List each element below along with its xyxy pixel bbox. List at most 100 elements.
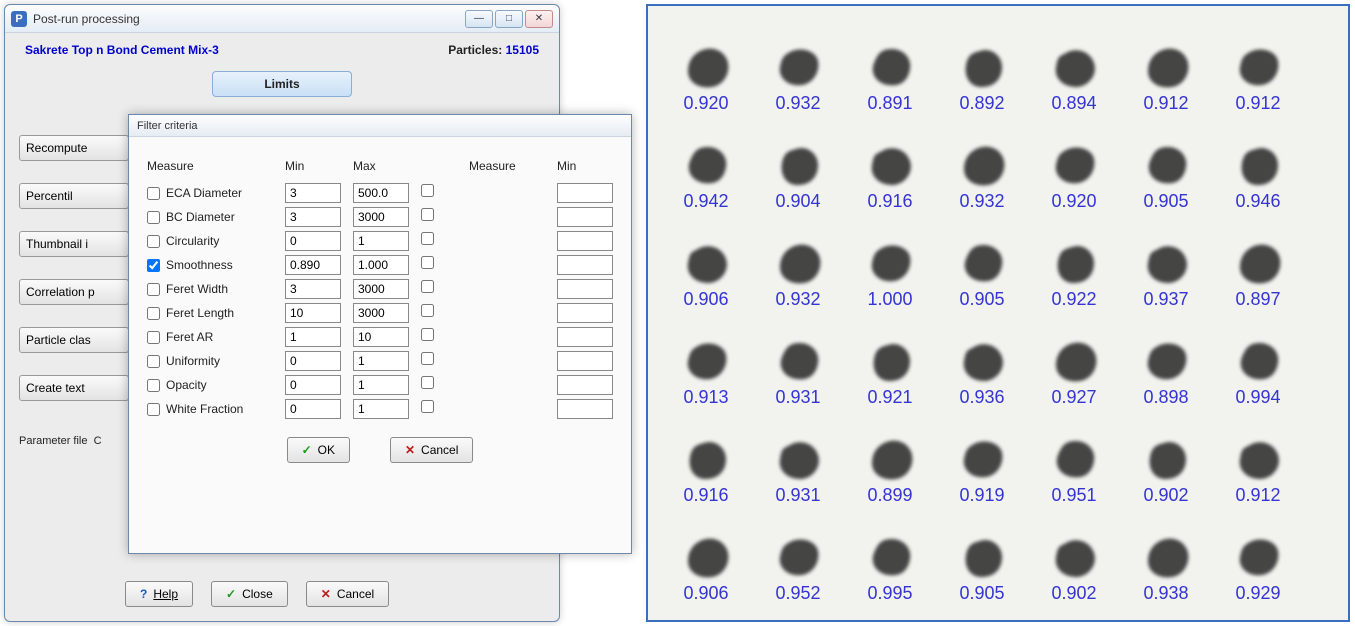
thumbnail-cell[interactable]: 0.931 xyxy=(752,310,844,408)
thumbnail-cell[interactable]: 0.906 xyxy=(660,212,752,310)
thumbnail-cell[interactable]: 0.897 xyxy=(1212,212,1304,310)
cancel-button[interactable]: Cancel xyxy=(306,581,389,607)
filter-measure-label[interactable]: Feret AR xyxy=(147,330,277,344)
side-button-3[interactable]: Correlation p xyxy=(19,279,129,305)
filter-checkbox-2[interactable] xyxy=(421,400,434,413)
filter-measure-label[interactable]: BC Diameter xyxy=(147,210,277,224)
filter-max-input[interactable] xyxy=(353,399,409,419)
close-window-button[interactable]: ✕ xyxy=(525,10,553,28)
filter-min2-input[interactable] xyxy=(557,183,613,203)
filter-max-input[interactable] xyxy=(353,207,409,227)
filter-checkbox-2[interactable] xyxy=(421,256,434,269)
filter-min2-input[interactable] xyxy=(557,303,613,323)
thumbnail-cell[interactable]: 0.898 xyxy=(1120,310,1212,408)
filter-max-input[interactable] xyxy=(353,351,409,371)
limits-button[interactable]: Limits xyxy=(212,71,352,97)
filter-checkbox-2[interactable] xyxy=(421,232,434,245)
thumbnail-cell[interactable]: 0.932 xyxy=(936,114,1028,212)
filter-min2-input[interactable] xyxy=(557,399,613,419)
filter-min2-input[interactable] xyxy=(557,207,613,227)
thumbnail-cell[interactable]: 0.931 xyxy=(752,408,844,506)
filter-checkbox[interactable] xyxy=(147,379,160,392)
help-button[interactable]: Help xyxy=(125,581,193,607)
filter-checkbox-2[interactable] xyxy=(421,304,434,317)
filter-min2-input[interactable] xyxy=(557,375,613,395)
thumbnail-cell[interactable]: 0.912 xyxy=(1120,16,1212,114)
filter-checkbox[interactable] xyxy=(147,355,160,368)
filter-checkbox-2[interactable] xyxy=(421,352,434,365)
thumbnail-cell[interactable]: 0.902 xyxy=(1028,506,1120,604)
side-button-5[interactable]: Create text xyxy=(19,375,129,401)
filter-min-input[interactable] xyxy=(285,351,341,371)
thumbnail-cell[interactable]: 0.904 xyxy=(752,114,844,212)
thumbnail-cell[interactable]: 0.951 xyxy=(1028,408,1120,506)
thumbnail-cell[interactable]: 0.912 xyxy=(1212,408,1304,506)
filter-min2-input[interactable] xyxy=(557,279,613,299)
side-button-4[interactable]: Particle clas xyxy=(19,327,129,353)
filter-measure-label[interactable]: Feret Length xyxy=(147,306,277,320)
filter-min2-input[interactable] xyxy=(557,255,613,275)
postrun-titlebar[interactable]: P Post-run processing — □ ✕ xyxy=(5,5,559,33)
filter-min-input[interactable] xyxy=(285,303,341,323)
thumbnail-cell[interactable]: 0.905 xyxy=(936,212,1028,310)
thumbnail-cell[interactable]: 0.902 xyxy=(1120,408,1212,506)
minimize-button[interactable]: — xyxy=(465,10,493,28)
filter-checkbox[interactable] xyxy=(147,283,160,296)
thumbnail-cell[interactable]: 0.932 xyxy=(752,16,844,114)
filter-max-input[interactable] xyxy=(353,327,409,347)
thumbnail-cell[interactable]: 0.916 xyxy=(660,408,752,506)
thumbnail-cell[interactable]: 0.937 xyxy=(1120,212,1212,310)
filter-checkbox[interactable] xyxy=(147,187,160,200)
filter-title[interactable]: Filter criteria xyxy=(129,115,631,137)
filter-measure-label[interactable]: Smoothness xyxy=(147,258,277,272)
filter-max-input[interactable] xyxy=(353,231,409,251)
thumbnail-cell[interactable]: 0.995 xyxy=(844,506,936,604)
filter-max-input[interactable] xyxy=(353,279,409,299)
filter-min2-input[interactable] xyxy=(557,327,613,347)
filter-checkbox-2[interactable] xyxy=(421,208,434,221)
filter-checkbox[interactable] xyxy=(147,235,160,248)
thumbnail-cell[interactable]: 0.936 xyxy=(936,310,1028,408)
thumbnail-cell[interactable]: 1.000 xyxy=(844,212,936,310)
filter-checkbox-2[interactable] xyxy=(421,184,434,197)
filter-checkbox-2[interactable] xyxy=(421,280,434,293)
filter-measure-label[interactable]: Opacity xyxy=(147,378,277,392)
thumbnail-cell[interactable]: 0.919 xyxy=(936,408,1028,506)
filter-cancel-button[interactable]: Cancel xyxy=(390,437,473,463)
thumbnail-cell[interactable]: 0.906 xyxy=(660,506,752,604)
filter-max-input[interactable] xyxy=(353,255,409,275)
filter-checkbox-2[interactable] xyxy=(421,328,434,341)
thumbnail-cell[interactable]: 0.905 xyxy=(936,506,1028,604)
thumbnail-cell[interactable]: 0.920 xyxy=(660,16,752,114)
ok-button[interactable]: OK xyxy=(287,437,350,463)
filter-max-input[interactable] xyxy=(353,375,409,395)
thumbnail-cell[interactable]: 0.916 xyxy=(844,114,936,212)
filter-checkbox[interactable] xyxy=(147,331,160,344)
thumbnail-cell[interactable]: 0.920 xyxy=(1028,114,1120,212)
thumbnail-cell[interactable]: 0.899 xyxy=(844,408,936,506)
filter-min-input[interactable] xyxy=(285,207,341,227)
filter-min-input[interactable] xyxy=(285,231,341,251)
thumbnail-cell[interactable]: 0.929 xyxy=(1212,506,1304,604)
thumbnail-cell[interactable]: 0.892 xyxy=(936,16,1028,114)
filter-max-input[interactable] xyxy=(353,303,409,323)
filter-checkbox[interactable] xyxy=(147,259,160,272)
thumbnail-cell[interactable]: 0.891 xyxy=(844,16,936,114)
thumbnail-cell[interactable]: 0.912 xyxy=(1212,16,1304,114)
thumbnail-cell[interactable]: 0.921 xyxy=(844,310,936,408)
filter-min-input[interactable] xyxy=(285,279,341,299)
filter-measure-label[interactable]: ECA Diameter xyxy=(147,186,277,200)
filter-measure-label[interactable]: Uniformity xyxy=(147,354,277,368)
thumbnail-cell[interactable]: 0.894 xyxy=(1028,16,1120,114)
side-button-2[interactable]: Thumbnail i xyxy=(19,231,129,257)
filter-checkbox[interactable] xyxy=(147,307,160,320)
filter-min-input[interactable] xyxy=(285,327,341,347)
thumbnail-cell[interactable]: 0.946 xyxy=(1212,114,1304,212)
filter-min-input[interactable] xyxy=(285,375,341,395)
thumbnail-cell[interactable]: 0.942 xyxy=(660,114,752,212)
filter-measure-label[interactable]: Feret Width xyxy=(147,282,277,296)
filter-min2-input[interactable] xyxy=(557,351,613,371)
filter-checkbox[interactable] xyxy=(147,211,160,224)
thumbnail-cell[interactable]: 0.952 xyxy=(752,506,844,604)
filter-min2-input[interactable] xyxy=(557,231,613,251)
